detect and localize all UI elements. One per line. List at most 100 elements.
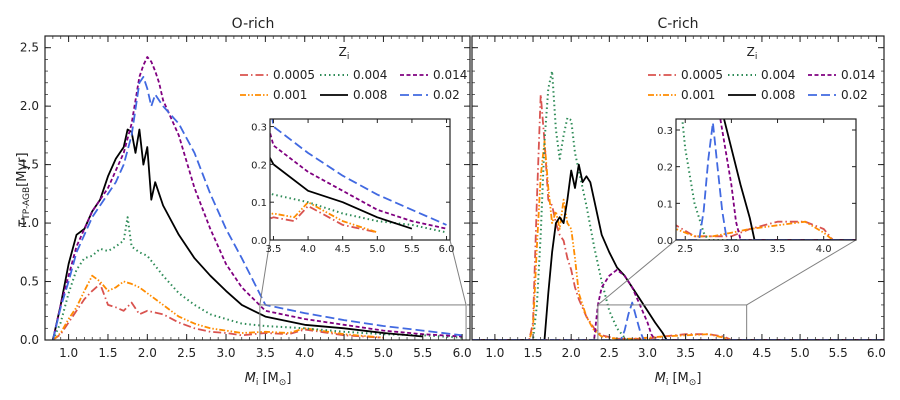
y-tick-label: 2.0	[20, 99, 39, 113]
x-tick-label: 1.5	[523, 346, 542, 360]
inset-plot: 3.5 4.0 4.5 5.0 5.5 6.0 0.0 0.1 0.2 0.3	[251, 118, 455, 255]
series-line-0.0005	[52, 282, 384, 340]
x-axis-label-c-rich: Mi [M⊙]	[655, 371, 702, 388]
inset-series-line-0.02	[676, 121, 856, 240]
zoom-connector	[597, 239, 677, 306]
inset-series-line-0.014	[719, 119, 856, 240]
legend-label-0.02: 0.02	[433, 88, 460, 102]
inset-series-group	[270, 119, 447, 234]
inset-y-tick-label: 0.2	[657, 163, 673, 174]
series-line-0.004	[472, 70, 884, 340]
legend: Zi 0.0005 0.004 0.014 0.001 0.008 0.02	[240, 45, 467, 102]
inset-plot: 2.5 3.0 3.5 4.0 0.0 0.1 0.2 0.3	[657, 118, 857, 255]
series-line-0.008	[472, 163, 884, 340]
inset-series-line-0.02	[271, 119, 447, 226]
zoom-connector	[746, 239, 857, 306]
inset-y-tick-label: 0.1	[251, 198, 267, 209]
x-tick-label: 3.0	[638, 346, 657, 360]
inset-y-tick-label: 0.0	[251, 236, 267, 247]
legend-label-0.004: 0.004	[353, 68, 387, 82]
inset-background	[270, 119, 450, 240]
x-tick-label: 4.0	[714, 346, 733, 360]
legend-label-0.001: 0.001	[273, 88, 307, 102]
x-tick-label: 3.0	[216, 346, 235, 360]
inset-x-tick-label: 4.5	[335, 244, 351, 255]
y-tick-label: 1.0	[20, 216, 39, 230]
inset-x-tick-label: 5.5	[404, 244, 420, 255]
legend-label-0.014: 0.014	[841, 68, 875, 82]
inset-y-tick-label: 0.1	[657, 199, 673, 210]
y-tick-label: 1.5	[20, 158, 39, 172]
x-tick-label: 2.0	[562, 346, 581, 360]
inset-x-tick-label: 6.0	[439, 244, 455, 255]
inset-frame	[675, 118, 857, 241]
series-line-0.02	[52, 76, 463, 340]
legend-label-0.014: 0.014	[433, 68, 467, 82]
x-tick-label: 2.5	[177, 346, 196, 360]
inset-y-tick-label: 0.3	[251, 123, 267, 134]
x-tick-label: 1.5	[98, 346, 117, 360]
inset-background	[676, 119, 856, 240]
x-tick-label: 2.5	[600, 346, 619, 360]
x-tick-label: 6.0	[867, 346, 886, 360]
x-tick-label: 5.0	[791, 346, 810, 360]
zoom-connector	[449, 239, 467, 306]
x-tick-label: 1.0	[59, 346, 78, 360]
inset-series-line-0.001	[676, 220, 856, 240]
axis-labels: Mi [M⊙] Mi [M⊙] τTP-AGB[Myr]	[15, 152, 701, 388]
inset-x-tick-label: 2.5	[677, 244, 693, 255]
y-tick-label: 0.5	[20, 275, 39, 289]
inset-x-tick-label: 3.0	[723, 244, 739, 255]
panel-o-rich: O-rich 1.0 1.5 2.0 2.5 3.0 3.5 4.0 4.5 5.0 5.5 6.0…	[20, 16, 472, 360]
inset-y-tick-label: 0.2	[251, 160, 267, 171]
x-tick-label: 3.5	[676, 346, 695, 360]
inset-series-group	[676, 119, 856, 240]
legend-label-0.0005: 0.0005	[681, 68, 723, 82]
legend-title: Zi	[747, 45, 758, 62]
inset-y-tick-label: 0.0	[657, 236, 673, 247]
series-group	[51, 56, 463, 340]
y-axis-label: τTP-AGB[Myr]	[15, 152, 32, 227]
legend-label-0.004: 0.004	[761, 68, 795, 82]
inset-series-line-0.008	[723, 119, 856, 240]
inset-series-line-0.001	[270, 201, 378, 234]
inset-y-tick-label: 0.3	[657, 126, 673, 137]
x-tick-label: 6.0	[453, 346, 472, 360]
inset-x-tick-label: 3.5	[266, 244, 282, 255]
x-tick-label: 4.0	[295, 346, 314, 360]
inset-frame	[269, 118, 451, 241]
series-line-0.014	[472, 268, 884, 340]
legend-label-0.0005: 0.0005	[273, 68, 315, 82]
panel-c-rich: C-rich 1.0 1.5 2.0 2.5 3.0 3.5 4.0 4.5 5.0 5.5 6.0…	[471, 16, 886, 360]
zoom-connector	[259, 239, 271, 306]
legend-label-0.008: 0.008	[761, 88, 795, 102]
y-tick-label: 2.5	[20, 41, 39, 55]
x-tick-label: 4.5	[752, 346, 771, 360]
legend-title: Zi	[339, 45, 350, 62]
series-group	[472, 70, 884, 340]
x-tick-label: 1.0	[485, 346, 504, 360]
x-tick-label: 3.5	[256, 346, 275, 360]
y-tick-label: 0.0	[20, 333, 39, 347]
series-line-0.001	[52, 274, 384, 340]
legend-label-0.02: 0.02	[841, 88, 868, 102]
x-axis-label-o-rich: Mi [M⊙]	[245, 371, 292, 388]
legend: Zi 0.0005 0.004 0.014 0.001 0.008 0.02	[648, 45, 875, 102]
series-line-0.008	[52, 128, 423, 340]
panel-title-c-rich: C-rich	[657, 16, 698, 32]
zoom-source-box	[597, 304, 748, 341]
x-tick-label: 2.0	[138, 346, 157, 360]
series-line-0.001	[472, 140, 884, 340]
x-tick-label: 5.5	[413, 346, 432, 360]
series-line-0.014	[52, 56, 463, 340]
x-tick-label: 5.5	[829, 346, 848, 360]
inset-x-tick-label: 3.5	[770, 244, 786, 255]
inset-x-tick-label: 4.0	[816, 244, 832, 255]
legend-label-0.008: 0.008	[353, 88, 387, 102]
inset-series-line-0.014	[270, 129, 447, 230]
inset-x-tick-label: 5.0	[369, 244, 385, 255]
series-line-0.0005	[472, 93, 884, 340]
series-line-0.02	[472, 301, 884, 340]
panel-title-o-rich: O-rich	[232, 16, 275, 32]
